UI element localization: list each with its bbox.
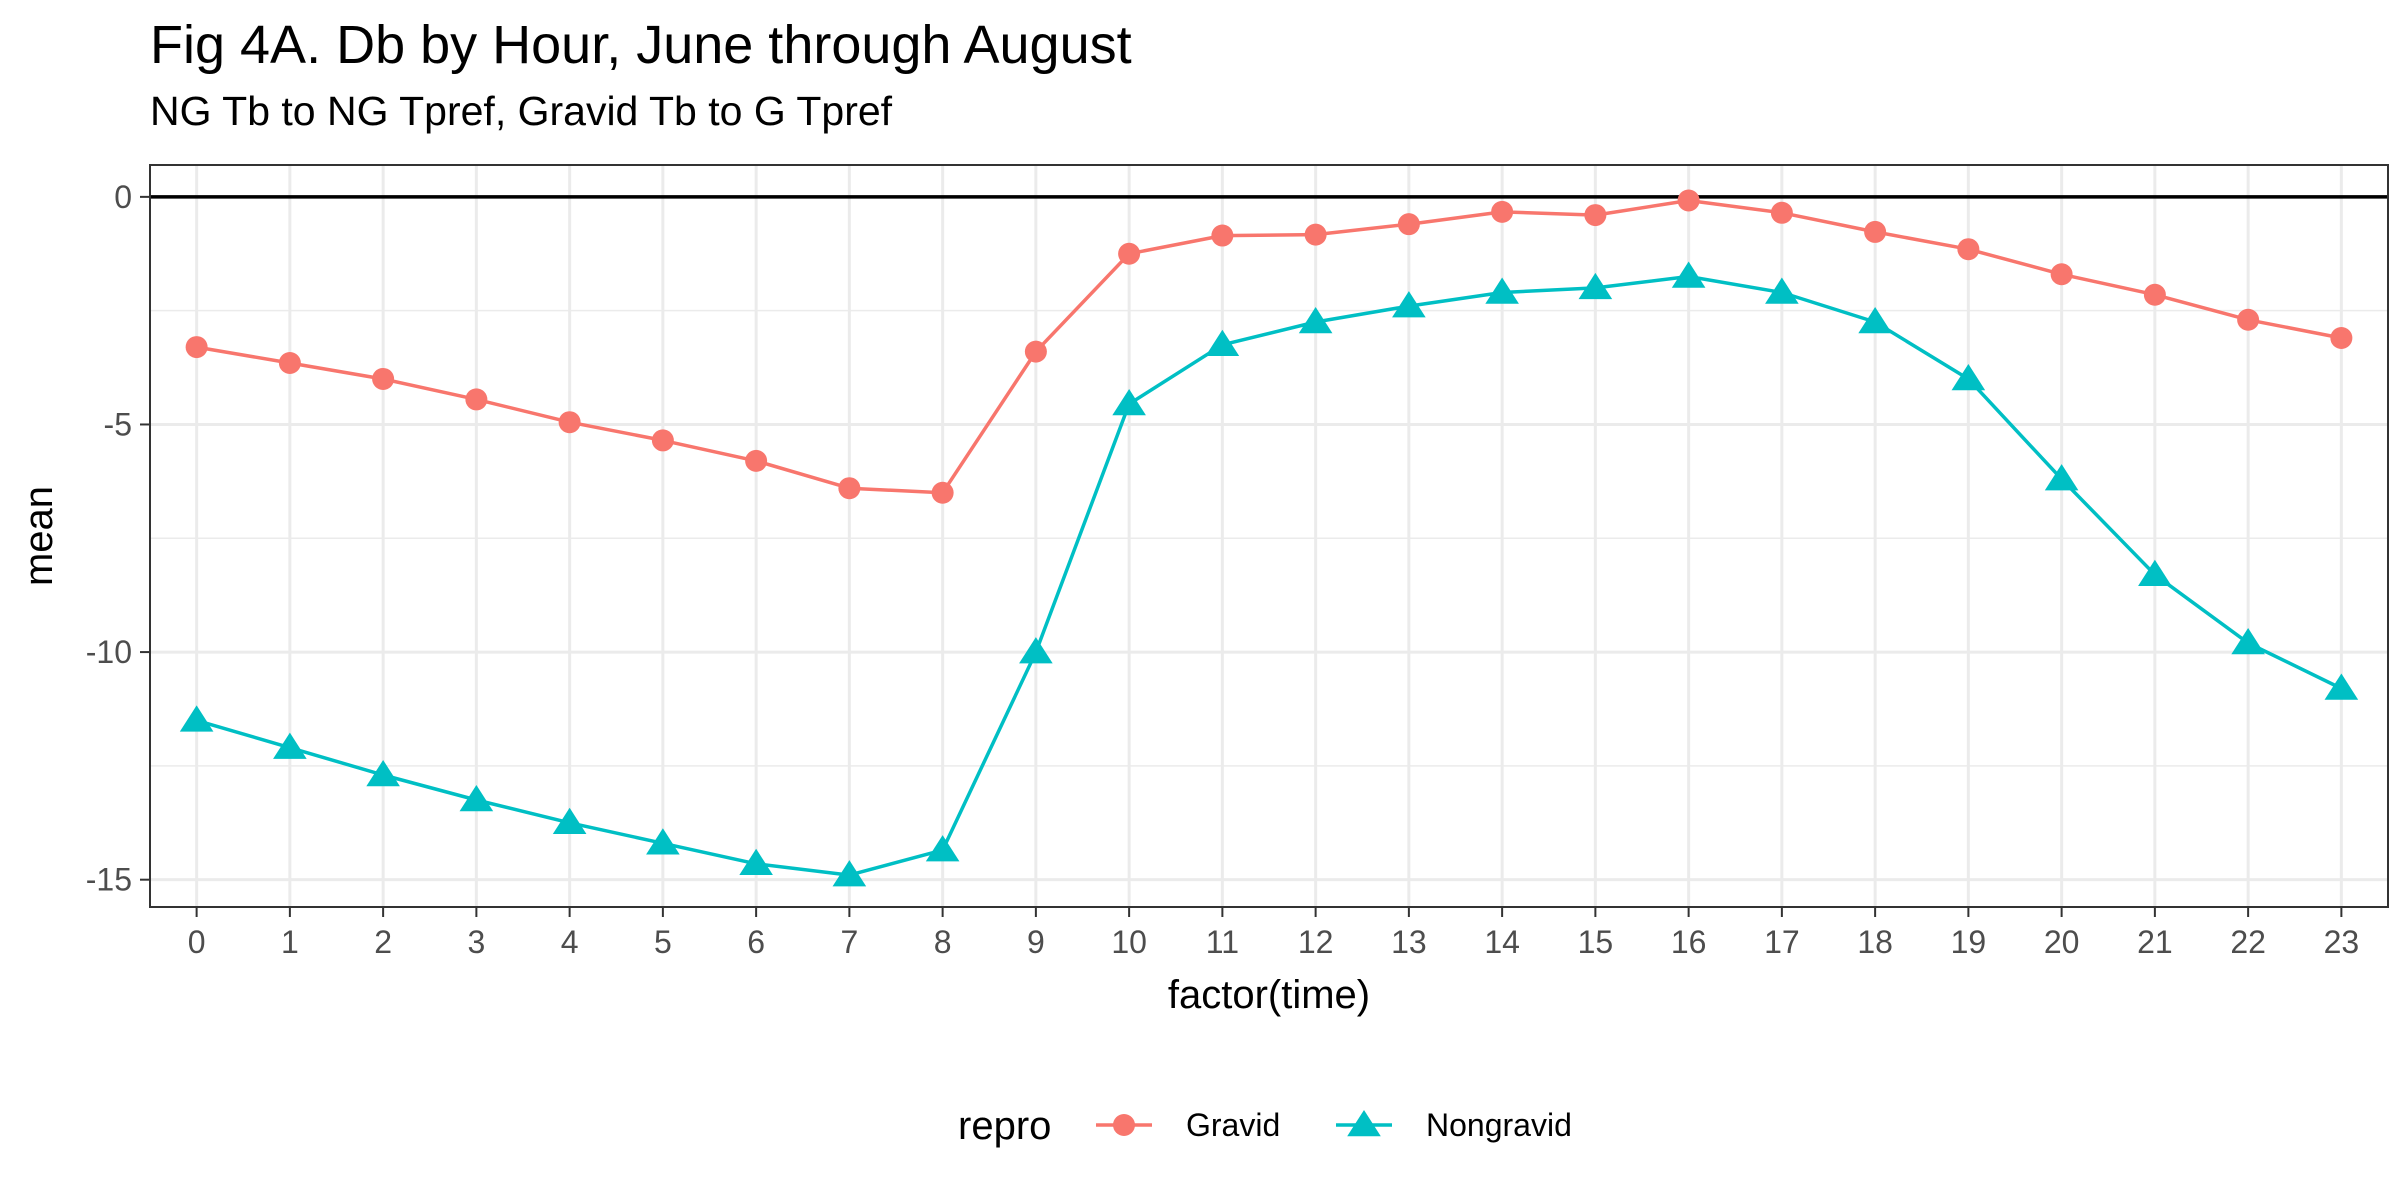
data-point-gravid bbox=[2143, 283, 2166, 306]
data-point-nongravid bbox=[832, 860, 867, 887]
y-tick-label: -10 bbox=[86, 634, 132, 670]
data-point-nongravid bbox=[1671, 261, 1706, 288]
data-point-gravid bbox=[2050, 263, 2073, 286]
data-point-nongravid bbox=[366, 759, 400, 787]
x-tick-label: 13 bbox=[1391, 924, 1427, 960]
x-tick-label: 5 bbox=[654, 924, 672, 960]
data-point-gravid bbox=[278, 352, 301, 375]
data-point-nongravid bbox=[1858, 307, 1892, 334]
x-tick-label: 18 bbox=[1857, 924, 1893, 960]
data-point-nongravid bbox=[2231, 627, 2265, 655]
chart-title: Fig 4A. Db by Hour, June through August bbox=[150, 15, 1132, 75]
series-points bbox=[179, 189, 2359, 887]
panel-border bbox=[149, 164, 2389, 908]
x-tick-label: 20 bbox=[2044, 924, 2080, 960]
data-point-nongravid bbox=[273, 732, 307, 759]
data-point-gravid bbox=[185, 336, 208, 359]
data-point-nongravid bbox=[179, 705, 214, 732]
data-point-gravid bbox=[1024, 340, 1047, 363]
data-point-gravid bbox=[1584, 204, 1607, 227]
x-axis-label: factor(time) bbox=[1168, 973, 1370, 1017]
data-point-nongravid bbox=[1112, 388, 1146, 416]
data-point-gravid bbox=[1864, 220, 1887, 243]
axes: 0-5-10-150 1 2 3 4 5 6 7 8 9 10 11 12 13 14 15 16 17 18 19 2… bbox=[86, 179, 2359, 960]
data-point-gravid bbox=[1957, 238, 1980, 261]
data-point-nongravid bbox=[459, 785, 494, 812]
data-point-nongravid bbox=[2138, 559, 2172, 586]
y-tick-label: -15 bbox=[86, 862, 132, 898]
data-point-gravid bbox=[651, 429, 674, 452]
y-axis-label: mean bbox=[17, 486, 61, 586]
x-tick-label: 7 bbox=[840, 924, 858, 960]
data-point-nongravid bbox=[1019, 637, 1053, 664]
data-point-nongravid bbox=[2044, 464, 2079, 491]
legend-title: repro bbox=[958, 1104, 1051, 1148]
data-point-gravid bbox=[2330, 326, 2353, 349]
x-tick-label: 9 bbox=[1027, 924, 1045, 960]
data-point-gravid bbox=[931, 481, 954, 504]
legend: repro Gravid Nongravid bbox=[958, 1104, 1572, 1148]
data-point-gravid bbox=[1770, 201, 1793, 224]
data-point-nongravid bbox=[1578, 272, 1613, 300]
x-tick-label: 16 bbox=[1671, 924, 1707, 960]
x-tick-label: 15 bbox=[1578, 924, 1614, 960]
data-point-nongravid bbox=[925, 835, 960, 862]
data-point-gravid bbox=[372, 367, 395, 390]
x-tick-label: 0 bbox=[188, 924, 206, 960]
legend-label-nongravid: Nongravid bbox=[1426, 1107, 1572, 1143]
series-line-nongravid bbox=[196, 274, 2343, 877]
data-point-nongravid bbox=[2324, 673, 2359, 700]
data-point-nongravid bbox=[1205, 329, 1240, 357]
data-point-nongravid bbox=[1951, 363, 1986, 391]
data-point-nongravid bbox=[739, 848, 773, 876]
x-tick-label: 3 bbox=[467, 924, 485, 960]
data-point-nongravid bbox=[1392, 291, 1426, 318]
x-tick-label: 2 bbox=[374, 924, 392, 960]
data-point-nongravid bbox=[646, 828, 680, 855]
legend-key-marker-gravid bbox=[1113, 1114, 1135, 1136]
x-tick-label: 10 bbox=[1111, 924, 1147, 960]
x-tick-label: 21 bbox=[2137, 924, 2173, 960]
grid-minor bbox=[150, 309, 2388, 767]
x-tick-label: 1 bbox=[281, 924, 299, 960]
grid-major bbox=[150, 165, 2388, 907]
x-tick-label: 8 bbox=[934, 924, 952, 960]
data-point-gravid bbox=[838, 477, 861, 500]
y-tick-label: -5 bbox=[104, 406, 132, 442]
data-point-gravid bbox=[465, 388, 488, 411]
x-tick-label: 11 bbox=[1206, 924, 1239, 960]
x-tick-label: 17 bbox=[1764, 924, 1800, 960]
x-tick-label: 14 bbox=[1484, 924, 1520, 960]
data-point-gravid bbox=[558, 411, 581, 434]
data-point-nongravid bbox=[1765, 277, 1799, 304]
x-tick-label: 12 bbox=[1298, 924, 1334, 960]
data-point-nongravid bbox=[1485, 277, 1519, 304]
x-tick-label: 4 bbox=[561, 924, 579, 960]
data-point-gravid bbox=[1118, 242, 1141, 265]
data-point-gravid bbox=[1397, 213, 1420, 236]
data-point-gravid bbox=[1491, 200, 1514, 223]
x-tick-label: 23 bbox=[2324, 924, 2360, 960]
legend-key-marker-nongravid bbox=[1347, 1110, 1381, 1137]
chart-subtitle: NG Tb to NG Tpref, Gravid Tb to G Tpref bbox=[150, 88, 893, 134]
x-tick-label: 19 bbox=[1951, 924, 1987, 960]
data-point-gravid bbox=[1304, 223, 1327, 246]
data-point-gravid bbox=[745, 449, 768, 472]
y-tick-label: 0 bbox=[114, 179, 132, 215]
x-tick-label: 6 bbox=[747, 924, 765, 960]
data-point-gravid bbox=[2237, 308, 2260, 331]
data-point-gravid bbox=[1677, 189, 1700, 212]
legend-label-gravid: Gravid bbox=[1186, 1107, 1280, 1143]
data-point-gravid bbox=[1211, 224, 1234, 247]
series-line-gravid bbox=[196, 198, 2342, 495]
data-point-nongravid bbox=[552, 807, 587, 835]
series-lines bbox=[196, 198, 2343, 877]
data-point-nongravid bbox=[1298, 307, 1333, 334]
x-tick-label: 22 bbox=[2230, 924, 2266, 960]
